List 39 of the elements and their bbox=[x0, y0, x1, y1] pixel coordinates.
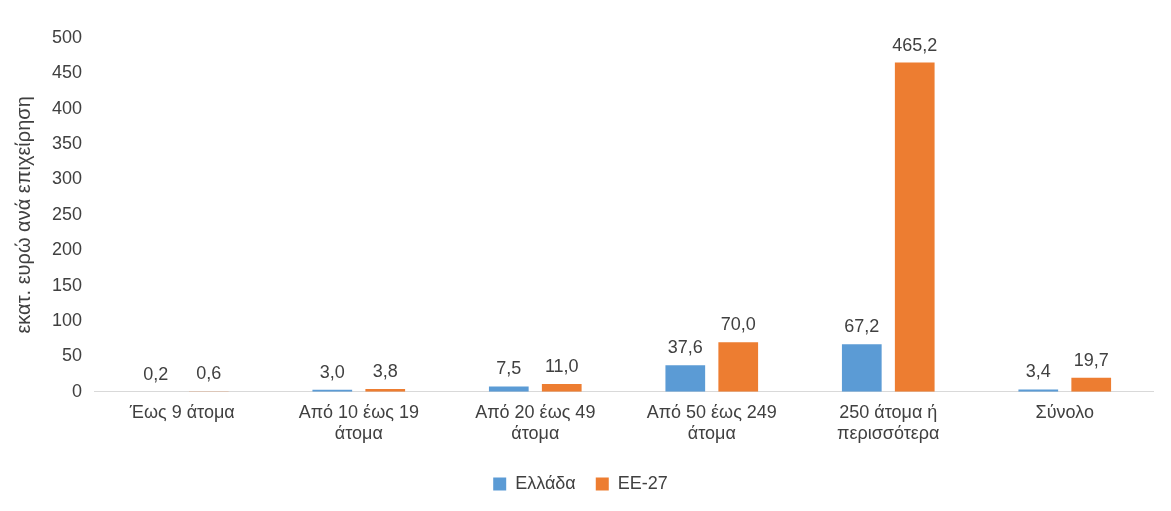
data-label: 67,2 bbox=[844, 316, 880, 337]
data-label: 3,0 bbox=[319, 361, 345, 382]
x-tick-label: Σύνολο bbox=[1035, 401, 1094, 422]
data-label: 7,5 bbox=[496, 358, 522, 379]
legend-label: Ελλάδα bbox=[515, 472, 576, 493]
bar bbox=[488, 386, 529, 392]
x-tick-label: Έως 9 άτομα bbox=[128, 401, 235, 422]
y-tick-label: 250 bbox=[51, 203, 83, 224]
y-tick-label: 100 bbox=[51, 310, 83, 331]
y-tick-label: 50 bbox=[62, 345, 83, 366]
legend-label: ΕΕ-27 bbox=[617, 472, 668, 493]
data-label: 3,4 bbox=[1025, 361, 1051, 382]
y-tick-label: 450 bbox=[51, 62, 83, 83]
bar bbox=[894, 62, 935, 392]
x-tick-label: 250 άτομα ή περισσότερα bbox=[837, 401, 940, 444]
y-tick-label: 300 bbox=[51, 168, 83, 189]
data-label: 3,8 bbox=[372, 361, 398, 382]
bar bbox=[1071, 377, 1112, 392]
data-label: 0,2 bbox=[143, 363, 169, 384]
y-tick-label: 0 bbox=[72, 380, 83, 401]
x-tick-label: Από 50 έως 249 άτομα bbox=[646, 401, 777, 444]
data-label: 0,6 bbox=[196, 363, 222, 384]
bar bbox=[718, 342, 759, 392]
y-tick-label: 200 bbox=[51, 239, 83, 260]
data-label: 37,6 bbox=[667, 337, 703, 358]
x-tick-label: Από 20 έως 49 άτομα bbox=[475, 401, 596, 444]
data-label: 11,0 bbox=[544, 355, 579, 376]
data-label: 70,0 bbox=[720, 314, 756, 335]
bar bbox=[665, 365, 706, 392]
y-tick-label: 350 bbox=[51, 133, 83, 154]
y-tick-label: 150 bbox=[51, 274, 83, 295]
y-tick-label: 400 bbox=[51, 97, 83, 118]
y-axis-title: εκατ. ευρώ ανά επιχείρηση bbox=[11, 96, 34, 334]
data-label: 19,7 bbox=[1073, 349, 1109, 370]
data-label: 465,2 bbox=[892, 34, 938, 55]
y-tick-label: 500 bbox=[51, 26, 83, 47]
x-tick-label: Από 10 έως 19 άτομα bbox=[298, 401, 419, 444]
bar bbox=[841, 344, 882, 392]
bar bbox=[541, 384, 582, 392]
